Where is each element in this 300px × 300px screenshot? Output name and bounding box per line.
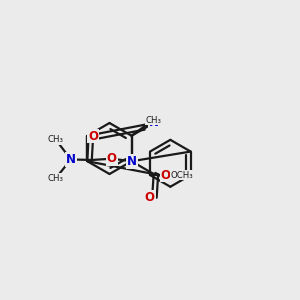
Text: CH₃: CH₃ bbox=[47, 135, 63, 144]
Text: N: N bbox=[127, 155, 136, 168]
Text: OCH₃: OCH₃ bbox=[171, 170, 194, 179]
Text: O: O bbox=[145, 191, 155, 204]
Text: N: N bbox=[66, 153, 76, 166]
Text: CH₃: CH₃ bbox=[146, 116, 162, 125]
Text: O: O bbox=[161, 169, 171, 182]
Text: CH₃: CH₃ bbox=[47, 174, 63, 183]
Text: O: O bbox=[107, 152, 117, 165]
Text: N: N bbox=[149, 116, 159, 130]
Text: O: O bbox=[88, 130, 98, 142]
